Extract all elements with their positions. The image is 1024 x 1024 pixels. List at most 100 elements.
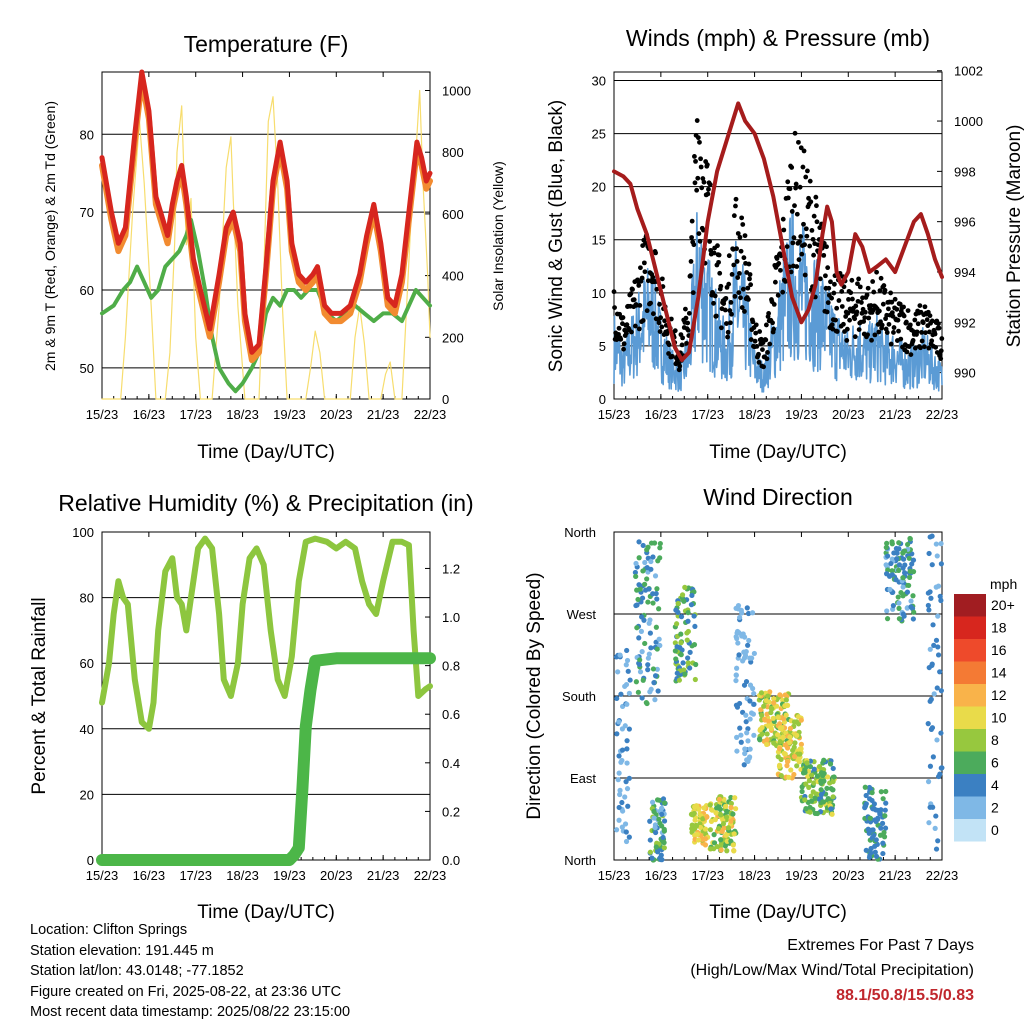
gust-point — [891, 330, 896, 335]
gust-point — [723, 295, 729, 301]
direction-point — [821, 757, 827, 763]
gust-point — [746, 261, 752, 267]
gust-point — [654, 286, 660, 292]
direction-point — [733, 672, 739, 678]
direction-point — [830, 765, 836, 772]
direction-point — [728, 800, 734, 807]
temperature-ytick-label: 50 — [80, 361, 94, 376]
direction-point — [702, 842, 709, 848]
gust-point — [796, 139, 801, 145]
gust-point — [742, 309, 747, 314]
gust-point — [683, 315, 689, 321]
direction-point — [877, 832, 884, 838]
gust-point — [698, 156, 703, 162]
direction-point — [868, 850, 874, 856]
direction-point — [750, 685, 756, 692]
direction-point — [623, 829, 629, 835]
winds-ytick-label: 10 — [592, 286, 606, 301]
gust-point — [690, 290, 696, 296]
direction-point — [658, 856, 664, 863]
temperature-axes: 15/23 16/23 17/23 18/23 19/23 20/23 21/23 22/23… — [80, 69, 471, 422]
gust-point — [824, 244, 829, 250]
temperature-xtick-label: 15/23 — [86, 407, 119, 422]
direction-point — [896, 600, 902, 606]
direction-point — [938, 765, 944, 771]
direction-point — [640, 568, 646, 574]
temperature-ytick-label: 70 — [80, 205, 94, 220]
gust-point — [653, 250, 659, 256]
gust-point — [637, 302, 643, 308]
direction-point — [889, 568, 895, 574]
winds-y2tick-label: 996 — [954, 215, 976, 230]
direction-point — [929, 661, 935, 667]
direction-point — [880, 796, 886, 802]
direction-point — [798, 746, 804, 752]
direction-xlabel: Time (Day/UTC) — [709, 902, 847, 923]
gust-point — [797, 239, 802, 245]
direction-point — [738, 739, 744, 745]
gust-point — [813, 194, 819, 200]
gust-point — [688, 273, 693, 279]
direction-point — [652, 697, 658, 703]
direction-point — [778, 772, 784, 779]
direction-point — [906, 555, 912, 561]
direction-point — [693, 661, 699, 668]
direction-point — [808, 793, 814, 799]
gust-point — [927, 313, 933, 319]
gust-point — [659, 324, 665, 330]
gust-point — [861, 319, 867, 324]
direction-point — [685, 618, 691, 624]
temperature-xtick-label: 19/23 — [273, 407, 306, 422]
direction-point — [637, 669, 644, 675]
gust-point — [656, 320, 662, 326]
direction-point — [693, 803, 700, 809]
direction-point — [798, 717, 804, 723]
humidity-xtick-label: 16/23 — [133, 868, 166, 883]
direction-point — [635, 689, 641, 695]
extremes-title: Extremes For Past 7 Days — [787, 937, 974, 954]
direction-point — [734, 635, 740, 642]
winds-y2tick-label: 1000 — [954, 114, 983, 129]
gust-point — [917, 303, 923, 309]
direction-point — [672, 640, 678, 646]
humidity-ytick-label: 0 — [87, 853, 94, 868]
direction-point — [647, 617, 653, 623]
gust-point — [794, 264, 800, 269]
direction-point — [737, 725, 743, 731]
gust-point — [920, 320, 926, 326]
gust-point — [886, 321, 892, 327]
direction-point — [925, 779, 932, 785]
direction-point — [882, 825, 889, 831]
gust-point — [927, 329, 932, 335]
direction-point — [672, 648, 678, 654]
direction-point — [624, 760, 630, 766]
direction-point — [691, 613, 697, 619]
gust-point — [882, 287, 888, 293]
direction-point — [927, 589, 933, 595]
direction-point — [770, 715, 776, 721]
direction-point — [871, 801, 877, 807]
direction-point — [883, 788, 889, 795]
direction-xtick-label: 22/23 — [926, 868, 959, 883]
gust-point — [764, 356, 770, 362]
colorbar-label: 4 — [991, 777, 999, 793]
direction-point — [792, 740, 798, 746]
gust-point — [821, 252, 827, 258]
gust-point — [638, 265, 643, 271]
direction-point — [818, 787, 824, 793]
solar-insolation-line — [101, 89, 431, 400]
gust-point — [620, 315, 626, 320]
direction-point — [633, 560, 639, 567]
direction-xtick-label: 19/23 — [785, 868, 818, 883]
humidity-xtick-label: 21/23 — [367, 868, 400, 883]
gust-point — [771, 301, 777, 307]
direction-point — [811, 766, 817, 772]
direction-point — [707, 802, 713, 808]
direction-point — [933, 846, 940, 852]
direction-point — [771, 695, 777, 702]
humidity-xtick-label: 20/23 — [320, 868, 353, 883]
direction-point — [617, 791, 623, 798]
gust-point — [898, 336, 904, 342]
gust-point — [933, 344, 939, 350]
direction-point — [775, 754, 781, 760]
